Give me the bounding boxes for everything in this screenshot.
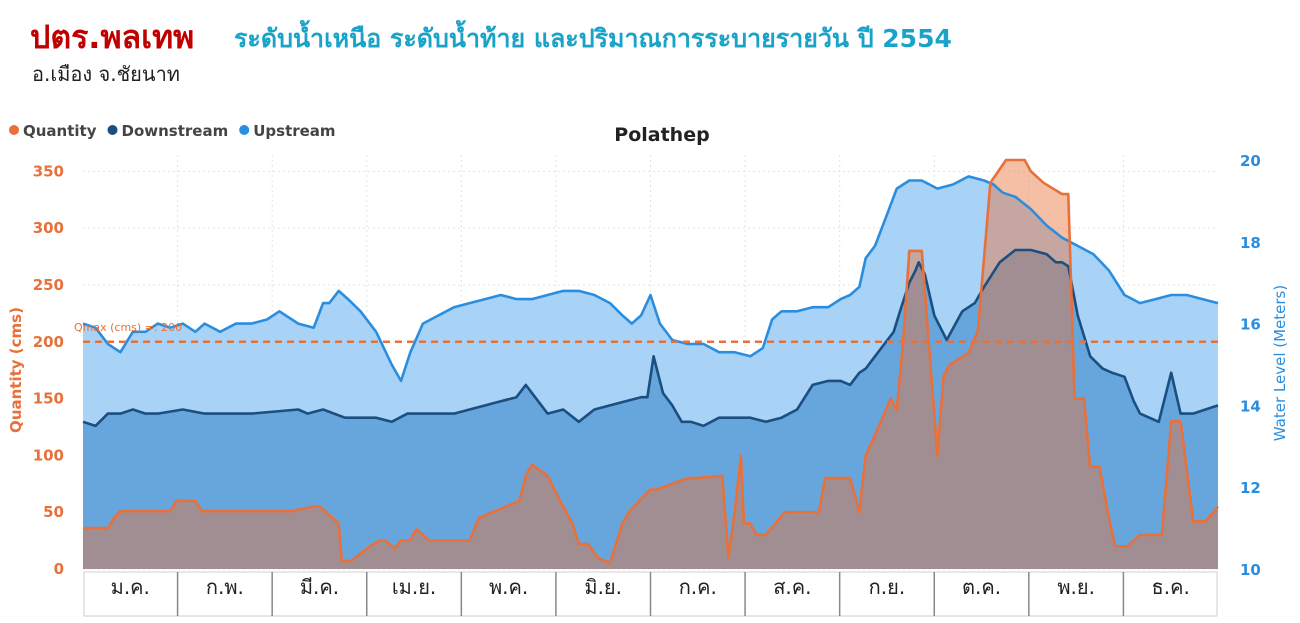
- month-label: ก.ย.: [869, 575, 906, 599]
- month-label: พ.ค.: [489, 575, 528, 599]
- series-line-downstream: [82, 248, 1219, 428]
- page-title: ระดับน้ำเหนือ ระดับน้ำท้าย และปริมาณการร…: [234, 24, 952, 53]
- chart-legend: Quantity Downstream Upstream: [9, 122, 336, 140]
- legend-marker: [9, 125, 19, 135]
- month-label: ส.ค.: [773, 575, 811, 599]
- month-label: ม.ค.: [111, 575, 150, 599]
- chart-axes: 0 50 100 150 200 250 300 350 10 12 14 16 18 20: [33, 152, 1261, 579]
- month-label: ก.ค.: [679, 575, 717, 599]
- y-right-tick-label: 18: [1240, 234, 1261, 252]
- chart-title: Polathep: [614, 124, 709, 146]
- y-right-tick-label: 12: [1240, 479, 1261, 497]
- qmax-label: Qmax (cms) =: 200: [74, 321, 182, 334]
- y-left-tick-label: 100: [33, 446, 64, 464]
- month-label: พ.ย.: [1057, 575, 1095, 599]
- y-right-tick-label: 10: [1240, 561, 1261, 579]
- series-line-quantity: [83, 158, 1219, 565]
- qmax-reference: Qmax (cms) =: 200: [74, 321, 1218, 344]
- page-header: ปตร.พลเทพ ระดับน้ำเหนือ ระดับน้ำท้าย และ…: [0, 0, 1300, 90]
- legend-label: Quantity: [23, 122, 97, 140]
- month-label: ก.พ.: [206, 575, 244, 599]
- y-right-tick-label: 14: [1240, 397, 1261, 415]
- y-right-tick-label: 16: [1240, 316, 1261, 334]
- month-axis: ม.ค. ก.พ. มี.ค. เม.ย. พ.ค. มิ.ย. ก.ค. ส.ค. ก.ย. ต…: [83, 571, 1218, 617]
- series-line-upstream: [82, 175, 1219, 383]
- y-left-tick-label: 350: [33, 162, 64, 180]
- legend-label: Downstream: [122, 122, 229, 140]
- series-area-downstream: [83, 250, 1218, 569]
- month-label: เม.ย.: [392, 575, 436, 599]
- legend-label: Upstream: [253, 122, 335, 140]
- y-left-tick-label: 150: [33, 390, 64, 408]
- y-left-tick-label: 250: [33, 276, 64, 294]
- y-left-tick-label: 300: [33, 219, 64, 237]
- legend-marker: [239, 125, 250, 135]
- org-name: ปตร.พลเทพ: [30, 18, 195, 56]
- y-axis-right-title: Water Level (Meters): [1271, 285, 1289, 441]
- series-area-quantity: [83, 160, 1218, 569]
- y-axis-left-title: Quantity (cms): [7, 307, 25, 433]
- y-right-tick-label: 20: [1240, 152, 1261, 170]
- y-left-tick-label: 50: [43, 503, 64, 521]
- month-label: ต.ค.: [962, 575, 1001, 599]
- month-label: มี.ค.: [300, 575, 339, 599]
- location-label: อ.เมือง จ.ชัยนาท: [32, 62, 180, 86]
- y-left-tick-label: 0: [54, 560, 64, 578]
- chart-lines: [82, 158, 1219, 565]
- y-left-tick-label: 200: [33, 333, 64, 351]
- month-label: ธ.ค.: [1152, 575, 1190, 599]
- month-label: มิ.ย.: [584, 575, 622, 599]
- legend-marker: [107, 125, 118, 135]
